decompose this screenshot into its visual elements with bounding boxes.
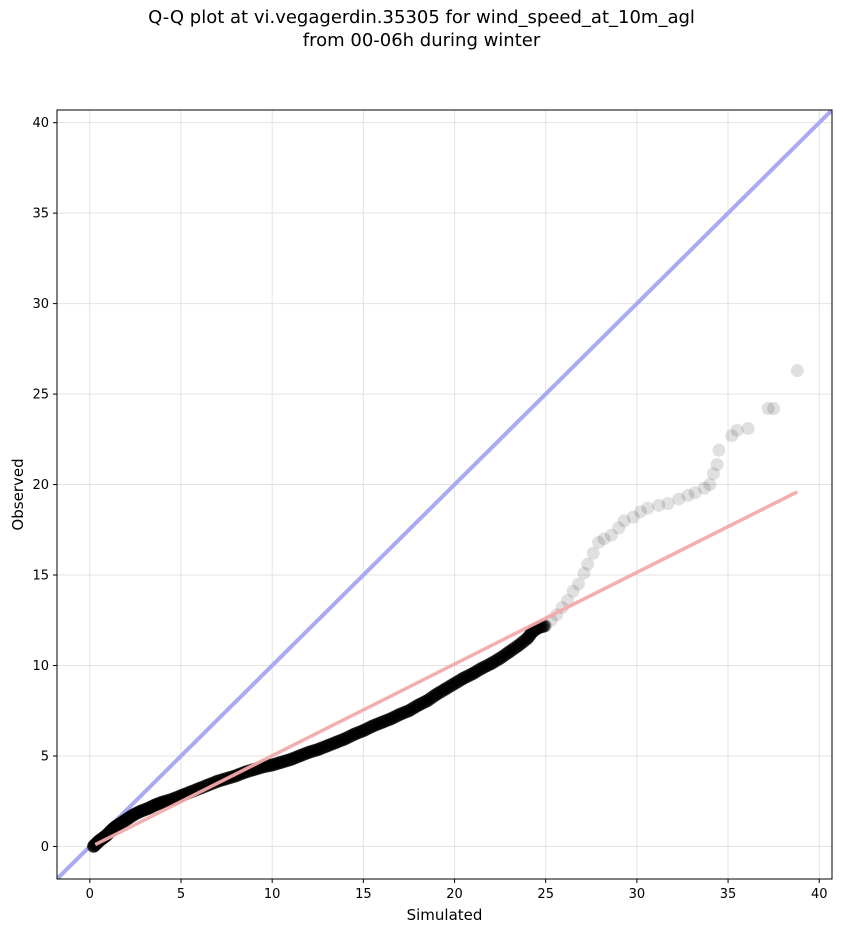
y-tick-label: 35 <box>32 207 49 222</box>
data-point <box>712 443 726 457</box>
data-point <box>681 488 695 502</box>
data-point <box>672 492 686 506</box>
data-point <box>539 619 553 633</box>
x-tick-label: 10 <box>264 887 281 902</box>
y-tick-label: 40 <box>32 116 49 131</box>
data-point <box>761 402 775 416</box>
data-point <box>641 501 655 515</box>
x-axis-label: Simulated <box>407 906 483 924</box>
data-point <box>706 467 720 481</box>
data-point <box>725 429 739 443</box>
y-tick-label: 10 <box>32 659 49 674</box>
data-point <box>420 694 434 708</box>
data-point <box>741 421 755 435</box>
data-point <box>561 593 575 607</box>
chart-title: Q-Q plot at vi.vegagerdin.35305 for wind… <box>0 6 843 52</box>
data-point <box>572 577 586 591</box>
axis-ticks: 0 5 10 15 20 25 30 35 40 0 5 10 15 20 25 30 35 40 <box>32 116 827 902</box>
reference-lines <box>57 110 832 879</box>
x-tick-label: 5 <box>177 887 185 902</box>
data-point <box>767 402 781 416</box>
x-tick-label: 15 <box>355 887 372 902</box>
data-point <box>612 521 626 535</box>
data-point <box>617 514 631 528</box>
data-point <box>577 566 591 580</box>
data-point <box>703 478 717 492</box>
x-tick-label: 20 <box>446 887 463 902</box>
x-tick-label: 40 <box>811 887 828 902</box>
data-point <box>566 584 580 598</box>
x-tick-label: 0 <box>86 887 94 902</box>
data-point <box>661 497 675 511</box>
data-point <box>697 481 711 495</box>
data-point <box>652 498 666 512</box>
x-tick-label: 25 <box>537 887 554 902</box>
x-tick-label: 35 <box>720 887 737 902</box>
data-point <box>634 505 648 519</box>
identity-line <box>57 110 832 879</box>
y-tick-label: 0 <box>41 840 49 855</box>
plot-frame <box>56 109 833 880</box>
y-tick-label: 25 <box>32 388 49 403</box>
data-point <box>730 423 744 437</box>
data-point <box>626 510 640 524</box>
data-points <box>86 364 804 853</box>
data-point <box>592 535 606 549</box>
chart-title-line-2: from 00-06h during winter <box>302 30 541 51</box>
data-point <box>688 486 702 500</box>
y-tick-label: 15 <box>32 569 49 584</box>
data-point <box>604 528 618 542</box>
data-point <box>493 651 507 665</box>
grid-lines <box>57 110 832 879</box>
y-axis-label: Observed <box>9 458 27 530</box>
chart-title-line-1: Q-Q plot at vi.vegagerdin.35305 for wind… <box>148 7 695 28</box>
data-point <box>586 546 600 560</box>
data-point <box>502 645 516 659</box>
y-tick-label: 30 <box>32 297 49 312</box>
y-tick-label: 20 <box>32 478 49 493</box>
data-point <box>581 557 595 571</box>
data-point <box>710 458 724 472</box>
y-tick-label: 5 <box>41 749 49 764</box>
data-point <box>537 619 551 633</box>
data-point <box>790 364 804 378</box>
x-tick-label: 30 <box>629 887 646 902</box>
data-point <box>511 639 525 653</box>
fit-line <box>94 490 799 847</box>
data-point <box>597 532 611 546</box>
